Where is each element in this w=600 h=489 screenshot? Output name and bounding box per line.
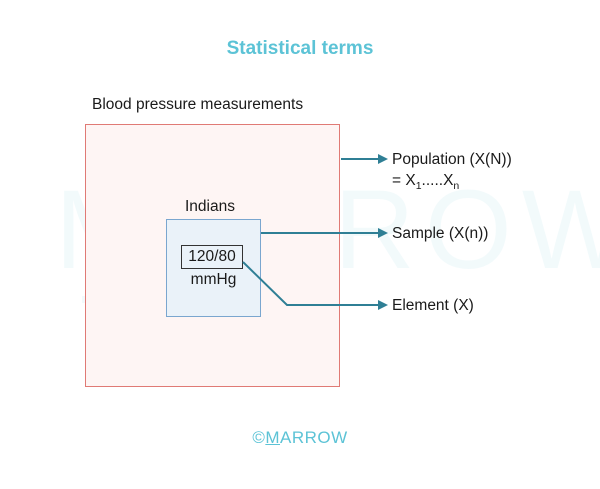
formula-sub-n: n (453, 180, 460, 192)
element-box: 120/80 (181, 245, 243, 269)
inner-label: Indians (185, 198, 235, 215)
formula-mid: .....X (421, 172, 454, 189)
footer-brand: ©MARROW (0, 428, 600, 448)
outer-label: Blood pressure measurements (92, 96, 304, 113)
population-label: Population (X(N)) (392, 151, 512, 168)
element-unit: mmHg (190, 271, 237, 288)
formula-prefix: = X (392, 172, 416, 189)
sample-label: Sample (X(n)) (392, 225, 489, 242)
diagram-title: Statistical terms (226, 38, 374, 59)
population-formula: = X1.....Xn (392, 172, 460, 192)
brand-rest: ARROW (280, 428, 348, 447)
brand-initial: M (265, 428, 281, 447)
formula-sub-1: 1 (415, 180, 422, 192)
element-arrow (242, 261, 388, 310)
copyright-symbol: © (252, 428, 266, 447)
element-label: Element (X) (392, 297, 474, 314)
